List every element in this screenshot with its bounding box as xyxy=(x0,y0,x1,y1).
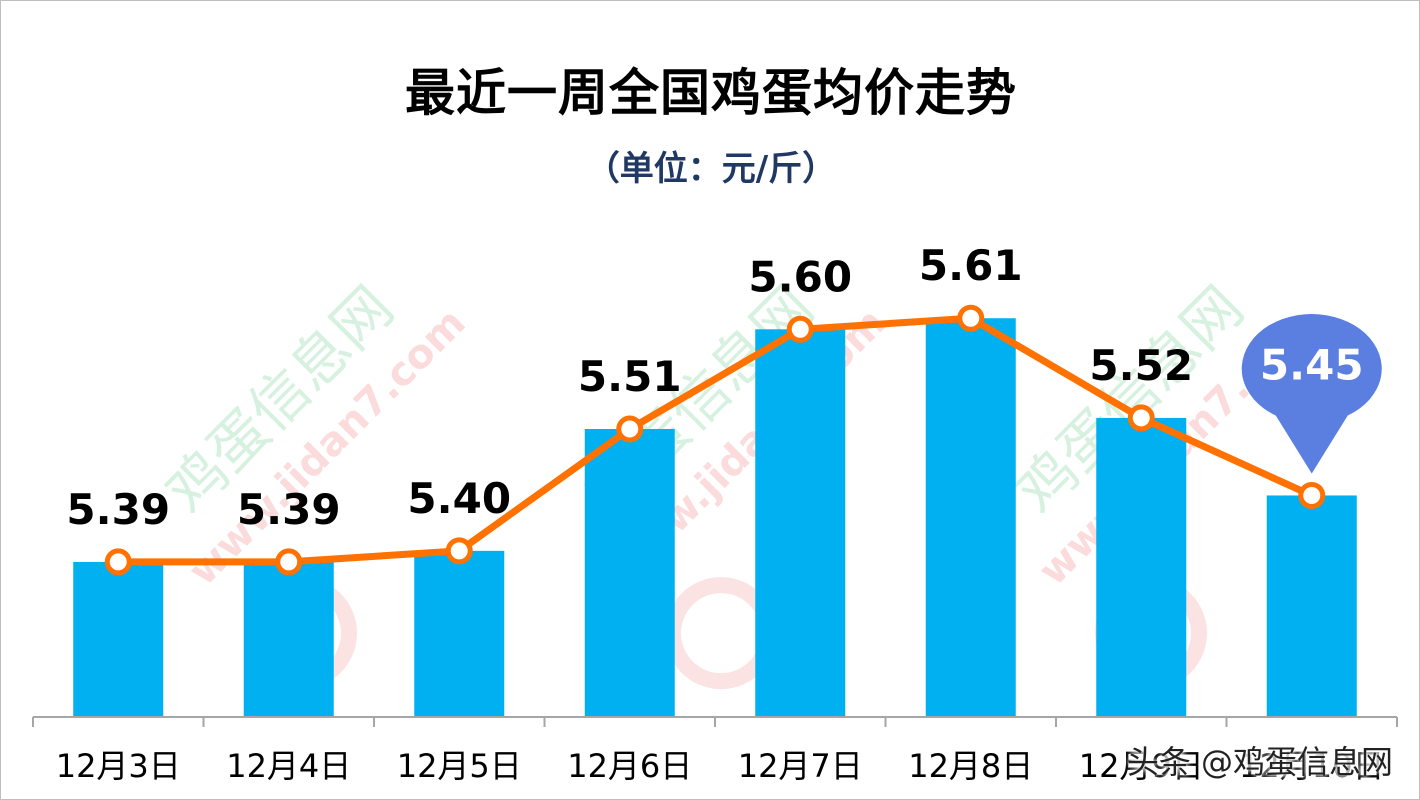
data-label-2: 5.40 xyxy=(407,474,511,523)
data-label-6: 5.52 xyxy=(1089,341,1193,390)
bar-5 xyxy=(925,318,1016,717)
x-tick-label-5: 12月8日 xyxy=(908,747,1033,785)
bar-4 xyxy=(755,329,846,717)
line-point-2 xyxy=(445,537,473,565)
bar-7 xyxy=(1266,495,1357,717)
x-tick-label-3: 12月6日 xyxy=(567,747,692,785)
chart-subtitle: （单位：元/斤） xyxy=(585,149,837,189)
x-axis: 12月3日 12月4日 12月5日 12月6日 12月7日 12月8日 12月9日 12月10… xyxy=(32,716,1398,785)
x-tick-label-0: 12月3日 xyxy=(56,747,181,785)
line-point-4 xyxy=(786,315,814,343)
line-point-7 xyxy=(1298,481,1326,509)
data-label-7: 5.45 xyxy=(1260,340,1364,389)
line-point-3 xyxy=(616,415,644,443)
x-tick-label-4: 12月7日 xyxy=(738,747,863,785)
line-point-5 xyxy=(957,304,985,332)
x-tick-label-1: 12月4日 xyxy=(226,747,351,785)
watermark-logo-icon xyxy=(665,577,777,690)
data-labels: 5.39 5.39 5.40 5.51 5.60 5.61 5.52 5.45 xyxy=(66,241,1382,534)
bar-1 xyxy=(243,561,334,717)
data-label-1: 5.39 xyxy=(237,485,341,534)
bar-series xyxy=(73,318,1357,717)
line-point-1 xyxy=(275,548,303,576)
line-point-6 xyxy=(1127,404,1155,432)
bar-3 xyxy=(584,429,675,717)
x-tick-label-6: 12月9日 xyxy=(1079,747,1204,785)
data-label-5: 5.61 xyxy=(919,241,1023,290)
highlight-callout xyxy=(1241,314,1382,474)
x-tick-label-2: 12月5日 xyxy=(397,747,522,785)
data-label-0: 5.39 xyxy=(66,485,170,534)
data-label-3: 5.51 xyxy=(578,352,682,401)
credit-watermark: 头条 @鸡蛋信息网 xyxy=(1126,743,1393,781)
line-point-0 xyxy=(104,548,132,576)
line-series xyxy=(104,304,1326,576)
x-tick-label-7: 12月10日 xyxy=(1239,747,1384,785)
bar-6 xyxy=(1096,417,1187,717)
data-label-4: 5.60 xyxy=(748,252,852,301)
bar-0 xyxy=(73,561,164,717)
chart-title: 最近一周全国鸡蛋均价走势 xyxy=(405,64,1017,122)
price-line xyxy=(118,314,1314,566)
bar-2 xyxy=(414,550,505,717)
